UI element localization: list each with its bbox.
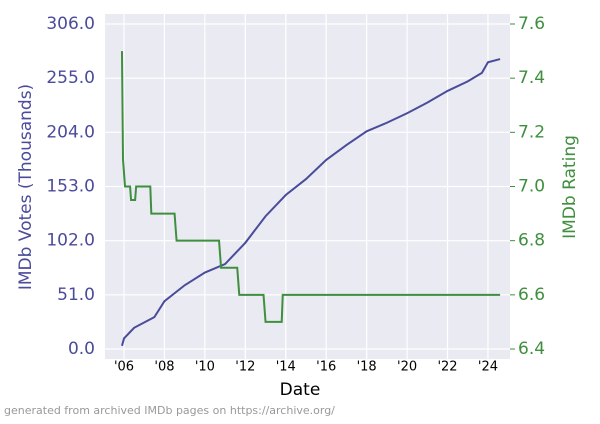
footer: generated from archived IMDb pages on ht… (4, 404, 335, 417)
x-tick-label: '18 (357, 360, 377, 375)
y2-tick-label: 7.0 (518, 177, 545, 197)
x-tick-label: '12 (235, 360, 255, 375)
series-line (120, 51, 501, 323)
y-tick-label: 0.0 (68, 339, 95, 359)
x-tick-label: '16 (316, 360, 336, 375)
y2-tick-label: 6.8 (518, 231, 545, 251)
y2-tick-label: 6.4 (518, 339, 545, 359)
x-axis-label: Date (280, 380, 321, 400)
y-tick-label: 102.0 (46, 231, 95, 251)
x-tick-label: '10 (195, 360, 215, 375)
x-tick-label: '20 (397, 360, 417, 375)
y-tick-label: 204.0 (46, 122, 95, 142)
x-tick-label: '24 (478, 360, 498, 375)
y2-axis-label: IMDb Rating (560, 135, 580, 239)
series-line (121, 58, 501, 347)
x-tick-label: '14 (276, 360, 296, 375)
x-tick-label: '06 (114, 360, 134, 375)
y2-tick-label: 6.6 (518, 285, 545, 305)
y-tick-label: 153.0 (46, 177, 95, 197)
y-tick-label: 255.0 (46, 68, 95, 88)
y2-tick-label: 7.6 (518, 14, 545, 34)
y-tick-label: 306.0 (46, 14, 95, 34)
y2-tick-label: 7.2 (518, 122, 545, 142)
y2-tick-label: 7.4 (518, 68, 545, 88)
y-axis-label: IMDb Votes (Thousands) (16, 84, 36, 290)
y-tick-label: 51.0 (57, 285, 95, 305)
x-tick-label: '22 (437, 360, 457, 375)
x-tick-label: '08 (154, 360, 174, 375)
